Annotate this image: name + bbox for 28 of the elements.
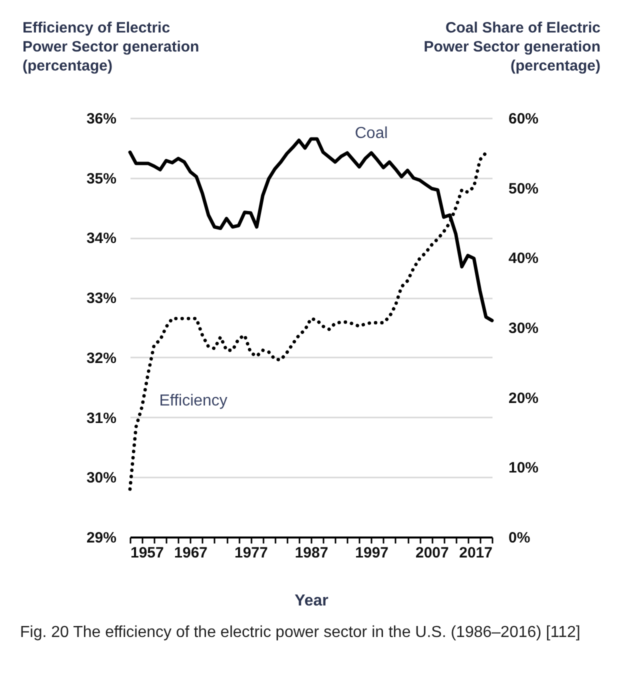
x-tick-label: 1987 bbox=[294, 544, 328, 562]
x-tick-label: 1957 bbox=[130, 544, 164, 562]
y-tick-label: 29% bbox=[86, 530, 116, 546]
y-tick-label: 35% bbox=[86, 170, 116, 188]
series-label: Efficiency bbox=[159, 392, 228, 410]
caption: Fig. 20 The efficiency of the electric power sector in the U.S. (1986–2016) [112] bbox=[20, 623, 582, 643]
y-tick-label: 31% bbox=[86, 410, 116, 427]
y-tick-label: 33% bbox=[86, 290, 116, 308]
y-tick-label: 34% bbox=[86, 230, 116, 248]
y2-axis-title: Coal Share of Electric Power Sector generation (percentage) bbox=[424, 20, 600, 74]
y2-tick-label: 10% bbox=[508, 460, 539, 477]
y-tick-label: 32% bbox=[86, 350, 116, 367]
y2-tick-label: 60% bbox=[508, 110, 539, 128]
y2-tick-label: 30% bbox=[508, 320, 539, 337]
y-tick-label: 36% bbox=[86, 110, 116, 128]
x-tick-label: 1977 bbox=[234, 544, 268, 562]
series-label: Coal bbox=[354, 124, 388, 142]
x-axis-title: Year bbox=[294, 592, 328, 610]
y2-tick-label: 50% bbox=[508, 180, 539, 198]
y2-tick-label: 40% bbox=[508, 250, 539, 268]
x-tick-label: 1967 bbox=[174, 544, 208, 562]
x-tick-label: 1997 bbox=[355, 544, 389, 562]
y2-tick-label: 0% bbox=[508, 530, 530, 546]
y-tick-label: 30% bbox=[86, 470, 116, 487]
x-tick-label: 2017 bbox=[459, 544, 492, 562]
x-tick-label: 2007 bbox=[415, 544, 449, 562]
y2-tick-label: 20% bbox=[508, 390, 539, 407]
y-axis-title: Efficiency of Electric Power Sector generation (percentage) bbox=[22, 20, 200, 74]
